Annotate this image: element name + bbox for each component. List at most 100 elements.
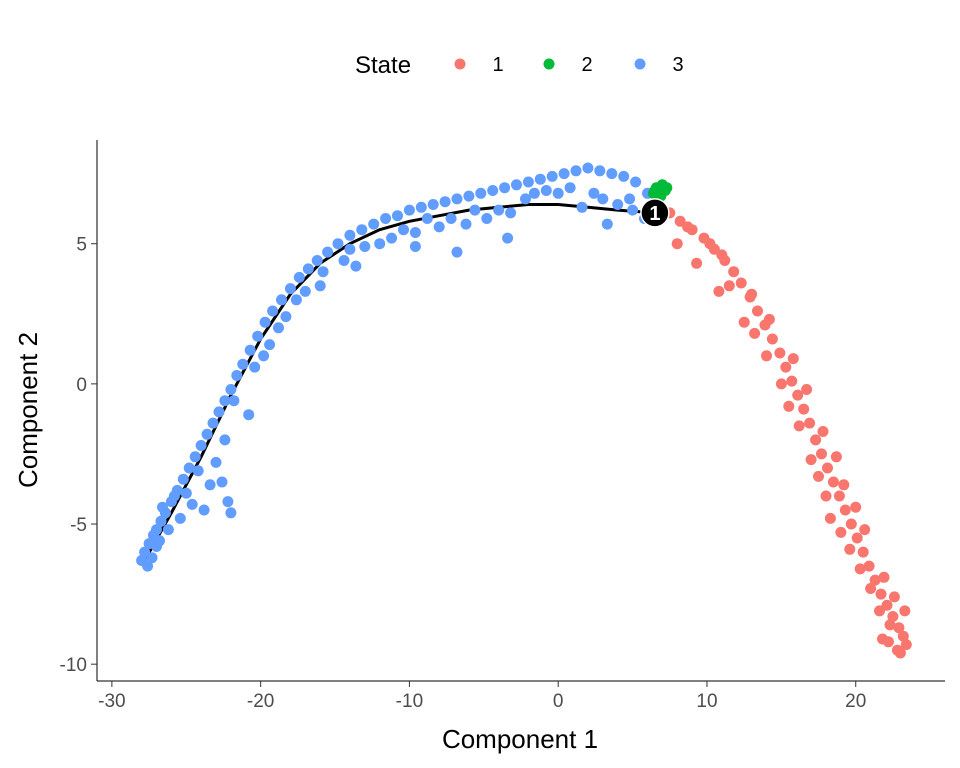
data-point — [463, 190, 475, 202]
data-point — [881, 599, 893, 611]
data-point — [344, 229, 356, 241]
data-point — [878, 571, 890, 583]
data-point — [865, 583, 877, 594]
data-point — [594, 165, 606, 177]
data-point — [875, 588, 887, 600]
data-point — [749, 327, 761, 339]
data-point — [766, 333, 778, 345]
legend-title: State — [355, 52, 411, 79]
data-point — [451, 246, 463, 258]
data-point — [827, 476, 839, 488]
data-point — [403, 204, 415, 216]
data-point — [273, 322, 284, 334]
data-point — [704, 238, 716, 250]
data-point — [787, 353, 799, 365]
data-point — [601, 218, 613, 230]
data-point — [810, 434, 822, 446]
data-point — [451, 193, 463, 205]
data-point — [897, 630, 909, 642]
data-point — [894, 647, 906, 659]
data-point — [752, 305, 763, 317]
data-point — [839, 504, 851, 516]
data-point — [630, 176, 642, 188]
data-point — [180, 487, 192, 499]
data-point — [186, 498, 198, 510]
data-point — [863, 560, 875, 572]
data-point — [835, 526, 847, 538]
axes: -30 -20 -10 0 10 20 -10 -5 0 5 — [60, 140, 945, 712]
data-point — [409, 241, 421, 252]
data-point — [900, 639, 912, 651]
data-point — [627, 204, 639, 216]
data-point — [793, 420, 805, 432]
data-point — [392, 210, 403, 222]
data-point — [851, 532, 863, 544]
series-state-2 — [647, 179, 673, 202]
data-point — [267, 305, 279, 317]
data-point — [168, 490, 180, 502]
y-axis-title: Component 2 — [13, 332, 43, 488]
data-point — [338, 255, 350, 266]
data-point — [558, 168, 570, 180]
data-point — [520, 193, 531, 205]
data-point — [805, 454, 817, 466]
legend-label: 1 — [492, 54, 503, 76]
data-point — [763, 313, 775, 325]
data-point — [534, 173, 546, 185]
legend: State 1 2 3 — [355, 52, 684, 79]
data-point — [869, 574, 881, 586]
legend-label: 2 — [581, 54, 592, 76]
data-point — [290, 294, 302, 306]
data-point — [671, 238, 683, 250]
data-point — [511, 179, 522, 191]
data-point — [192, 465, 204, 477]
x-tick-label: -10 — [396, 691, 423, 712]
data-point — [606, 168, 618, 180]
legend-key-state-2 — [543, 58, 555, 70]
data-point — [540, 185, 552, 196]
data-point — [582, 162, 594, 174]
data-point — [415, 201, 427, 213]
data-point — [344, 243, 356, 255]
data-point — [228, 395, 240, 407]
data-point — [314, 280, 326, 292]
data-point — [816, 448, 827, 460]
points-layer — [136, 162, 912, 659]
data-point — [469, 204, 481, 216]
data-point — [225, 384, 237, 395]
data-point — [588, 187, 600, 199]
data-point — [661, 182, 673, 194]
legend-label: 3 — [672, 54, 683, 76]
data-point — [460, 218, 472, 230]
data-point — [618, 170, 630, 182]
data-point — [155, 515, 167, 527]
branch-points: 1 — [640, 198, 670, 228]
data-point — [322, 246, 334, 258]
data-point — [783, 400, 795, 412]
branch-point-label: 1 — [649, 203, 660, 225]
data-point — [691, 257, 703, 269]
data-point — [830, 451, 842, 463]
data-point — [775, 378, 787, 390]
data-point — [838, 479, 850, 491]
data-point — [716, 249, 728, 261]
data-point — [552, 187, 564, 199]
data-point — [528, 187, 540, 199]
data-point — [276, 294, 287, 306]
data-point — [157, 501, 168, 513]
data-point — [222, 496, 234, 508]
data-point — [386, 232, 398, 244]
data-point — [409, 227, 421, 238]
data-point — [564, 182, 576, 194]
y-ticks: -10 -5 0 5 — [60, 235, 97, 676]
x-ticks: -30 -20 -10 0 10 20 — [98, 681, 866, 712]
data-point — [302, 263, 314, 275]
data-point — [874, 605, 885, 617]
data-point — [207, 417, 219, 429]
data-point — [177, 473, 189, 485]
data-point — [198, 504, 210, 516]
data-point — [877, 633, 888, 645]
data-point — [398, 224, 409, 236]
data-point — [259, 316, 271, 328]
